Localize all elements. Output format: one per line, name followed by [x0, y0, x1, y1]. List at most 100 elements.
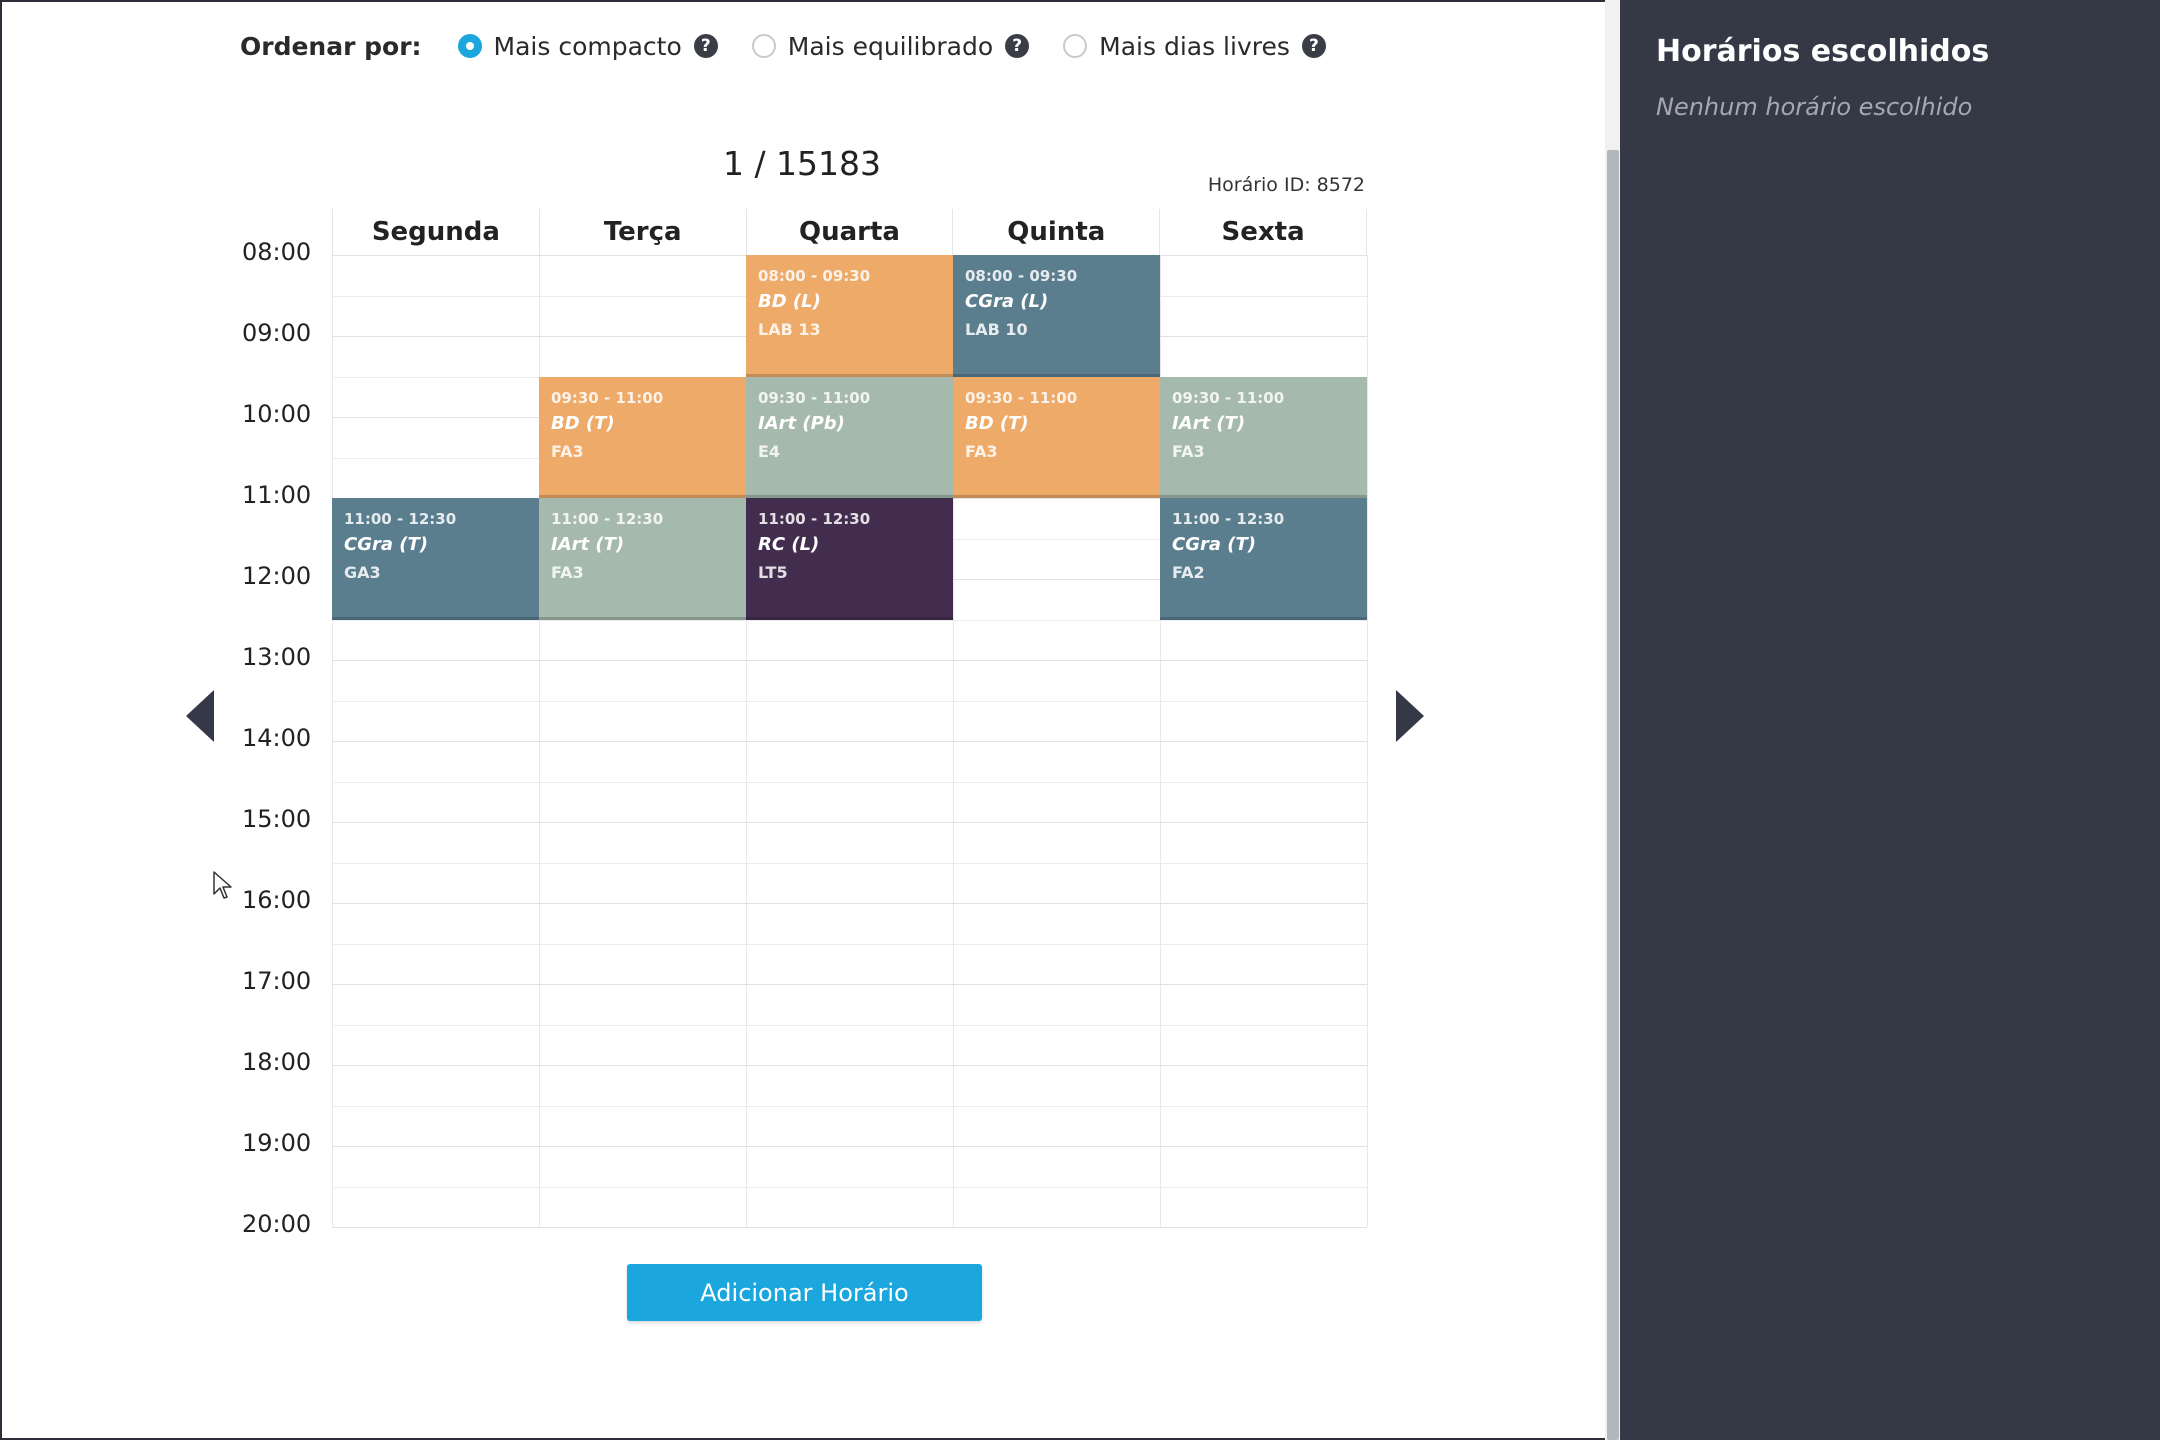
scrollbar-thumb[interactable] [1607, 150, 1619, 1440]
time-label: 14:00 [242, 724, 312, 752]
class-time: 09:30 - 11:00 [758, 388, 871, 407]
grid-row-line [332, 822, 1367, 823]
grid-row-line [332, 619, 1367, 621]
radio-compact[interactable] [457, 34, 482, 58]
radio-free-days[interactable] [1063, 34, 1088, 58]
grid-row-line [332, 660, 1367, 661]
radio-balanced[interactable] [751, 34, 776, 58]
main-panel: Ordenar por: Mais compacto ? Mais equili… [0, 0, 1605, 1440]
day-tuesday: Terça [540, 209, 747, 255]
sort-option-free-days-label[interactable]: Mais dias livres [1099, 31, 1290, 61]
caret-right-icon[interactable] [1396, 690, 1424, 742]
class-time: 09:30 - 11:00 [965, 388, 1078, 407]
grid-row-line [332, 781, 1367, 783]
class-name: CGra (T) [344, 534, 429, 555]
class-block[interactable]: 08:00 - 09:30 BD (L) LAB 13 [746, 255, 953, 377]
class-name: BD (T) [965, 412, 1029, 434]
help-icon[interactable]: ? [1005, 34, 1030, 58]
class-block[interactable]: 11:00 - 12:30 CGra (T) FA2 [1160, 498, 1367, 620]
class-time: 08:00 - 09:30 [758, 267, 871, 285]
day-monday: Segunda [332, 209, 540, 255]
class-time: 11:00 - 12:30 [758, 510, 871, 528]
grid-row-line [332, 1186, 1367, 1188]
sort-option-free-days[interactable]: Mais dias livres ? [1063, 32, 1326, 61]
sort-option-compact-label[interactable]: Mais compacto [493, 31, 682, 61]
class-block[interactable]: 11:00 - 12:30 IArt (T) FA3 [539, 498, 746, 620]
day-friday: Sexta [1160, 209, 1367, 255]
grid-row-line [332, 1024, 1367, 1026]
class-room: E4 [758, 441, 781, 461]
class-time: 11:00 - 12:30 [344, 510, 457, 528]
grid-column-line [1367, 255, 1368, 1227]
class-name: IArt (Pb) [758, 412, 845, 434]
class-time: 11:00 - 12:30 [1172, 510, 1285, 528]
class-room: FA2 [1172, 563, 1205, 582]
class-name: IArt (T) [551, 534, 625, 555]
sort-option-balanced-label[interactable]: Mais equilibrado [787, 31, 994, 61]
help-icon[interactable]: ? [693, 34, 718, 58]
time-label: 19:00 [242, 1129, 312, 1157]
timetable-grid: 08:00 - 09:30 BD (L) LAB 13 08:00 - 09:30 CG… [332, 255, 1368, 1228]
schedule-counter: 1 / 15183 [722, 144, 882, 183]
sort-label: Ordenar por: [240, 31, 422, 61]
class-room: LAB 13 [758, 320, 821, 339]
class-room: FA3 [551, 441, 584, 461]
caret-left-icon[interactable] [186, 690, 214, 742]
day-wednesday: Quarta [747, 209, 954, 255]
class-room: FA3 [1172, 441, 1205, 461]
class-block[interactable]: 09:30 - 11:00 BD (T) FA3 [539, 376, 746, 498]
class-block[interactable]: 09:30 - 11:00 IArt (T) FA3 [1160, 376, 1367, 498]
time-label: 16:00 [242, 886, 312, 914]
class-time: 08:00 - 09:30 [965, 267, 1078, 285]
grid-row-line [332, 862, 1367, 864]
grid-row-line [332, 1227, 1367, 1228]
grid-row-line [332, 700, 1367, 702]
timetable: Segunda Terça Quarta Quinta Sexta 08:00 … [332, 209, 1368, 1228]
time-label: 18:00 [242, 1048, 312, 1076]
schedule-id: Horário ID: 8572 [1207, 174, 1365, 196]
time-label: 15:00 [242, 805, 312, 833]
class-time: 11:00 - 12:30 [551, 510, 664, 528]
class-name: CGra (L) [965, 291, 1049, 312]
class-name: RC (L) [758, 534, 820, 555]
add-schedule-button[interactable]: Adicionar Horário [627, 1264, 982, 1321]
time-label: 08:00 [242, 238, 312, 266]
day-thursday: Quinta [953, 209, 1161, 255]
grid-row-line [332, 1146, 1367, 1147]
grid-row-line [332, 903, 1367, 904]
chosen-schedules-title: Horários escolhidos [1656, 34, 1990, 69]
class-time: 09:30 - 11:00 [551, 388, 664, 407]
chosen-schedules-panel: Horários escolhidos Nenhum horário escol… [1620, 0, 2160, 1440]
class-block[interactable]: 09:30 - 11:00 IArt (Pb) E4 [746, 376, 953, 498]
sort-option-balanced[interactable]: Mais equilibrado ? [751, 31, 1030, 61]
mouse-pointer-icon [213, 871, 232, 899]
class-block[interactable]: 09:30 - 11:00 BD (T) FA3 [953, 376, 1160, 498]
grid-row-line [332, 1105, 1367, 1107]
day-header: Segunda Terça Quarta Quinta Sexta [332, 209, 1367, 255]
grid-row-line [332, 943, 1367, 945]
grid-row-line [332, 984, 1367, 985]
time-label: 13:00 [242, 643, 312, 671]
chosen-schedules-empty: Nenhum horário escolhido [1656, 93, 1973, 121]
grid-row-line [332, 741, 1367, 742]
class-block[interactable]: 08:00 - 09:30 CGra (L) LAB 10 [953, 255, 1160, 377]
class-room: FA3 [965, 441, 998, 461]
time-label: 11:00 [242, 481, 312, 509]
help-icon[interactable]: ? [1301, 34, 1326, 58]
time-label: 12:00 [242, 562, 312, 590]
class-name: BD (T) [551, 412, 615, 434]
class-room: FA3 [551, 563, 584, 582]
class-room: GA3 [344, 563, 381, 582]
time-label: 09:00 [242, 319, 312, 347]
class-time: 09:30 - 11:00 [1172, 388, 1285, 407]
class-room: LT5 [758, 563, 788, 582]
sort-option-compact[interactable]: Mais compacto ? [457, 31, 718, 61]
class-block[interactable]: 11:00 - 12:30 RC (L) LT5 [746, 498, 953, 620]
class-room: LAB 10 [965, 320, 1028, 339]
class-block[interactable]: 11:00 - 12:30 CGra (T) GA3 [332, 498, 539, 620]
time-label: 20:00 [242, 1210, 312, 1238]
time-label: 10:00 [242, 400, 312, 428]
class-name: CGra (T) [1172, 534, 1257, 555]
class-name: IArt (T) [1172, 412, 1246, 434]
